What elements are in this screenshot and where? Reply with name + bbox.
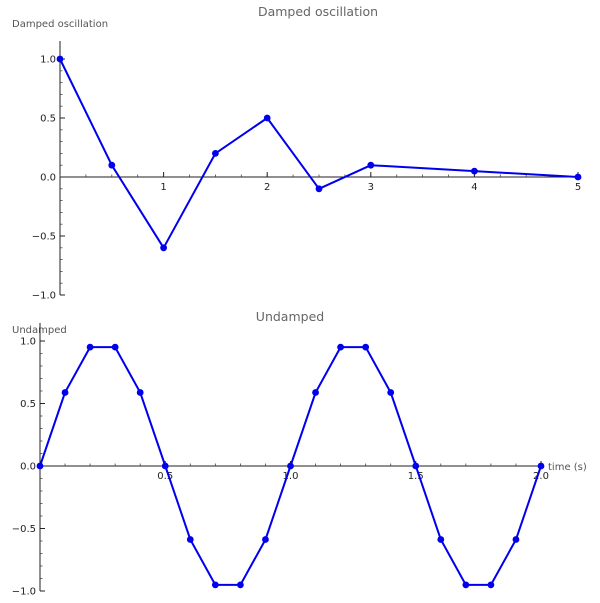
data-point [211, 581, 219, 589]
data-point [186, 536, 194, 543]
data-point [263, 114, 271, 122]
y-tick-label: −0.5 [32, 232, 56, 243]
y-tick-label: 1.0 [40, 55, 56, 66]
data-point [337, 343, 344, 351]
data-point [237, 581, 244, 589]
y-tick-label: −1.0 [12, 587, 36, 598]
data-point [136, 389, 144, 396]
x-axis-label: time (s) [548, 462, 587, 473]
data-point [471, 167, 478, 175]
data-point [437, 536, 445, 543]
data-point [111, 343, 119, 351]
data-point [387, 389, 395, 396]
x-tick-label: 0.5 [157, 471, 173, 482]
data-point [367, 161, 375, 169]
data-point [36, 462, 44, 470]
data-point [262, 536, 269, 543]
x-tick-label: 3 [368, 182, 374, 193]
chart-title: Undamped [256, 309, 324, 324]
x-tick-label: 4 [471, 182, 477, 193]
data-point [287, 462, 294, 470]
data-point [160, 244, 168, 252]
data-point [362, 343, 370, 351]
y-axis-label: Damped oscillation [12, 19, 108, 30]
chart-damped: Damped oscillation Damped oscillation −1… [12, 4, 582, 302]
x-tick-label: 2 [264, 182, 270, 193]
chart-title: Damped oscillation [258, 4, 378, 19]
y-axis-label: Undamped [12, 325, 67, 336]
y-tick-label: 0.5 [20, 399, 36, 410]
series-line [59, 58, 579, 249]
data-point [86, 343, 94, 351]
data-point [312, 389, 319, 396]
data-point [512, 536, 520, 543]
y-tick-label: −1.0 [32, 291, 56, 302]
x-tick-label: 1.0 [283, 471, 299, 482]
data-point [212, 150, 219, 157]
x-tick-label: 2.0 [533, 471, 549, 482]
data-point [61, 389, 69, 396]
data-point [537, 462, 545, 470]
x-tick-label: 5 [575, 182, 581, 193]
plot-area: −1.0 −0.5 0.0 0.5 1.0 1 2 3 4 5 [32, 41, 582, 302]
y-tick-label: 1.0 [20, 337, 36, 348]
chart-undamped: Undamped Undamped time (s) −1.0 −0.5 0.0 0.… [12, 309, 587, 598]
data-point [412, 462, 420, 470]
y-tick-label: −0.5 [12, 524, 36, 535]
data-point [574, 173, 582, 181]
data-point [315, 185, 323, 193]
x-tick-label: 1.5 [408, 471, 424, 482]
data-point [108, 161, 116, 169]
data-point [56, 55, 64, 63]
data-point [462, 581, 470, 589]
y-tick-label: 0.0 [40, 173, 56, 184]
y-tick-label: 0.5 [40, 114, 56, 125]
data-point [487, 581, 495, 589]
y-tick-label: 0.0 [20, 462, 36, 473]
x-tick-label: 1 [160, 182, 166, 193]
data-point [161, 462, 169, 470]
plot-area: −1.0 −0.5 0.0 0.5 1.0 0.5 1.0 1.5 2.0 [12, 323, 549, 598]
